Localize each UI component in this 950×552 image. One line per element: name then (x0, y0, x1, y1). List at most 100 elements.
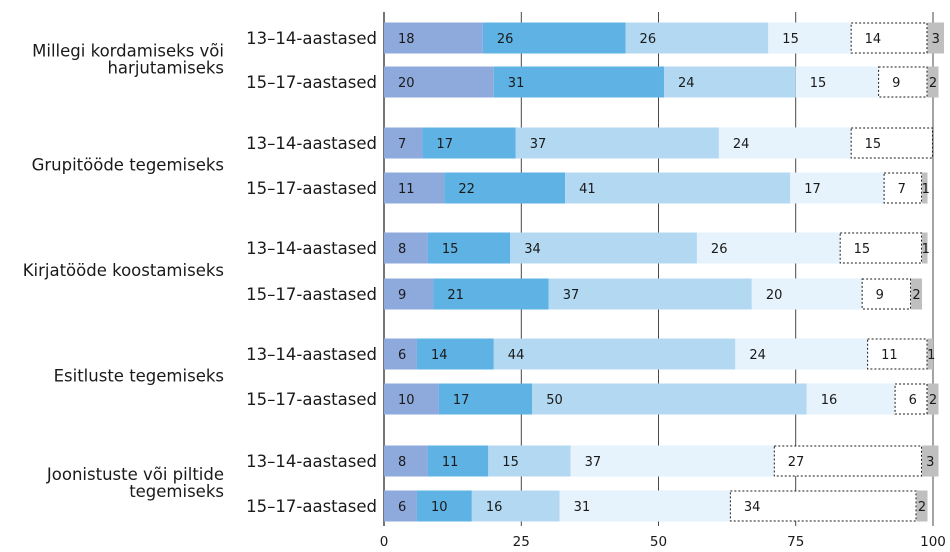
data-label: 26 (640, 32, 657, 47)
data-label: 14 (431, 348, 448, 363)
bar-segment (559, 490, 730, 522)
data-label: 1 (927, 348, 935, 363)
data-label: 8 (398, 455, 406, 470)
data-label: 20 (398, 76, 415, 91)
bar-segment (565, 172, 791, 204)
data-label: 24 (678, 76, 695, 91)
data-label: 6 (909, 393, 917, 408)
bar-segment (416, 338, 494, 370)
group-label: Grupitööde tegemiseks (32, 156, 224, 175)
bar-segment (427, 232, 511, 264)
bar-segment (850, 127, 934, 159)
bar-segment (729, 490, 917, 522)
bar-segment (850, 22, 928, 54)
data-label: 31 (508, 76, 525, 91)
row-label: 15–17-aastased (246, 497, 377, 516)
bar-segment (922, 172, 928, 204)
bar-segment (861, 278, 912, 310)
bar-segment (696, 232, 840, 264)
bar-segment (384, 490, 417, 522)
data-label: 2 (929, 393, 937, 408)
data-label: 9 (892, 76, 900, 91)
bar-segment (878, 66, 928, 98)
bar-segment (927, 66, 939, 98)
bar-segment (482, 22, 626, 54)
data-label: 24 (749, 348, 766, 363)
bar-segment (532, 383, 807, 415)
data-label: 50 (546, 393, 563, 408)
data-label: 2 (912, 288, 920, 303)
data-label: 15 (854, 242, 871, 257)
data-label: 11 (442, 455, 459, 470)
bar-segment (922, 445, 939, 477)
bar-segment (384, 338, 417, 370)
bar-segment (911, 278, 923, 310)
data-label: 17 (453, 393, 470, 408)
row-label: 13–14-aastased (246, 134, 377, 153)
data-label: 1 (922, 242, 930, 257)
bar-segment (433, 278, 549, 310)
bar-segment (493, 66, 664, 98)
bar-segment (427, 445, 489, 477)
bar-segment (751, 278, 862, 310)
group-label: Millegi kordamiseks või harjutamiseks (32, 42, 224, 78)
x-tick-label: 50 (650, 534, 667, 550)
data-label: 6 (398, 500, 406, 515)
bar-segment (795, 66, 879, 98)
data-label: 15 (865, 137, 882, 152)
row-label: 15–17-aastased (246, 73, 377, 92)
data-label: 3 (926, 455, 934, 470)
bar-segment (488, 445, 571, 477)
data-label: 20 (766, 288, 783, 303)
data-label: 27 (788, 455, 805, 470)
bar-segment (927, 338, 933, 370)
bar-segment (548, 278, 752, 310)
data-label: 7 (898, 182, 906, 197)
data-label: 18 (398, 32, 415, 47)
data-label: 31 (574, 500, 591, 515)
bar-segment (444, 172, 566, 204)
x-tick-label: 25 (513, 534, 530, 550)
data-label: 15 (782, 32, 799, 47)
x-tick-label: 100 (920, 534, 946, 550)
data-label: 11 (398, 182, 415, 197)
bar-segment (384, 232, 428, 264)
row-label: 15–17-aastased (246, 285, 377, 304)
data-label: 37 (563, 288, 580, 303)
bar-segment (790, 172, 884, 204)
x-tick-label: 0 (380, 534, 389, 550)
row-label: 15–17-aastased (246, 390, 377, 409)
bar-segment (493, 338, 736, 370)
data-label: 11 (881, 348, 898, 363)
bar-segment (416, 490, 472, 522)
row-label: 15–17-aastased (246, 179, 377, 198)
data-label: 14 (865, 32, 882, 47)
bar-segment (735, 338, 868, 370)
bar-segment (922, 232, 928, 264)
data-label: 26 (497, 32, 514, 47)
data-label: 41 (579, 182, 596, 197)
data-label: 34 (744, 500, 761, 515)
data-label: 2 (929, 76, 937, 91)
bar-segment (384, 445, 428, 477)
bar-segment (927, 383, 939, 415)
row-label: 13–14-aastased (246, 239, 377, 258)
bar-segment (916, 490, 928, 522)
bar-segment (422, 127, 516, 159)
bar-segment (438, 383, 533, 415)
bar-segment (867, 338, 928, 370)
row-label: 13–14-aastased (246, 345, 377, 364)
data-label: 2 (918, 500, 926, 515)
group-label: Joonistuste või piltide tegemiseks (46, 465, 224, 501)
data-label: 37 (530, 137, 547, 152)
bar-segment (718, 127, 851, 159)
data-label: 7 (398, 137, 406, 152)
data-label: 16 (486, 500, 503, 515)
bar-segment (894, 383, 928, 415)
data-label: 9 (398, 288, 406, 303)
data-label: 15 (502, 455, 519, 470)
row-label: 13–14-aastased (246, 29, 377, 48)
data-label: 37 (585, 455, 602, 470)
bar-segment (384, 66, 494, 98)
